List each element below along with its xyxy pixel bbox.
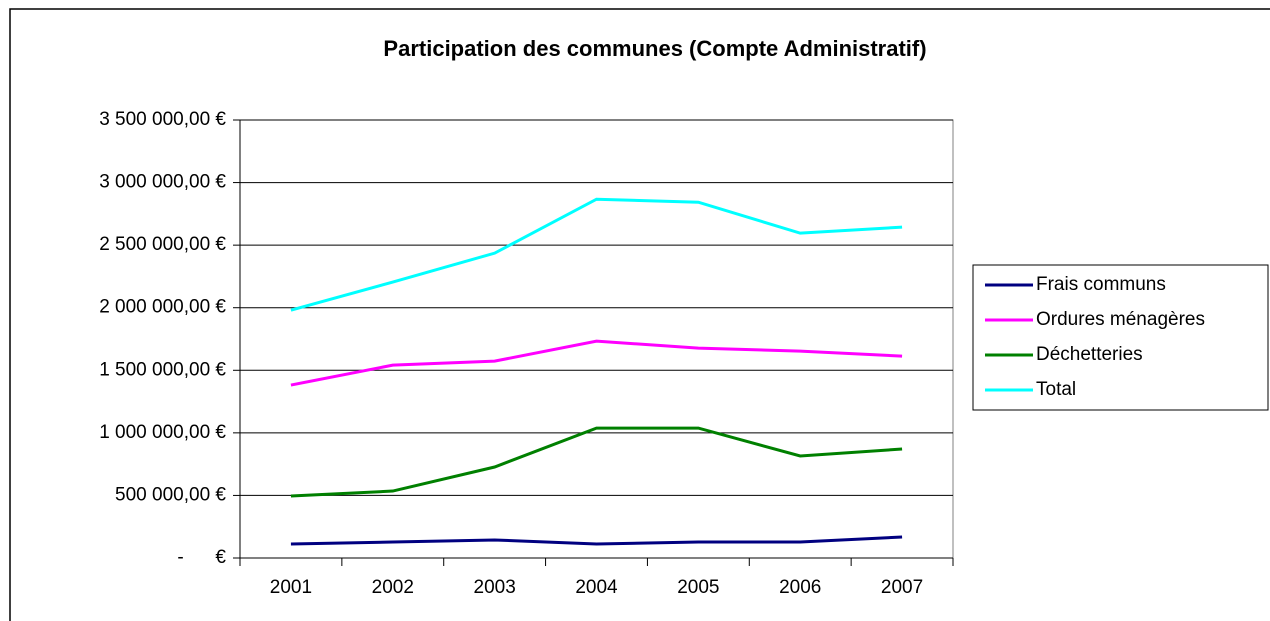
x-tick-label: 2005 — [677, 577, 719, 598]
y-tick-label: 2 500 000,00 € — [99, 234, 226, 255]
legend-label: Frais communs — [1036, 274, 1166, 295]
series-line — [290, 197, 903, 312]
series-line — [290, 339, 903, 387]
x-tick-label: 2001 — [270, 577, 312, 598]
y-tick-label: 3 000 000,00 € — [99, 172, 226, 193]
y-tick-label: - € — [177, 547, 226, 568]
y-tick-label: 500 000,00 € — [115, 484, 226, 505]
series-line — [290, 426, 903, 498]
y-tick-label: 3 500 000,00 € — [99, 109, 226, 130]
legend-label: Ordures ménagères — [1036, 309, 1205, 330]
y-tick-label: 1 500 000,00 € — [99, 359, 226, 380]
x-tick-label: 2004 — [575, 577, 618, 598]
legend-label: Déchetteries — [1036, 344, 1143, 365]
y-tick-label: 1 000 000,00 € — [99, 422, 226, 443]
x-tick-label: 2002 — [372, 577, 414, 598]
x-tick-label: 2006 — [779, 577, 821, 598]
legend-box — [972, 264, 1269, 411]
chart-frame — [9, 8, 1270, 621]
legend-label: Total — [1036, 379, 1076, 400]
x-tick-label: 2003 — [474, 577, 516, 598]
series-line — [290, 535, 903, 546]
chart-title: Participation des communes (Compte Admin… — [383, 36, 926, 61]
x-tick-label: 2007 — [881, 577, 923, 598]
y-tick-label: 2 000 000,00 € — [99, 297, 226, 318]
